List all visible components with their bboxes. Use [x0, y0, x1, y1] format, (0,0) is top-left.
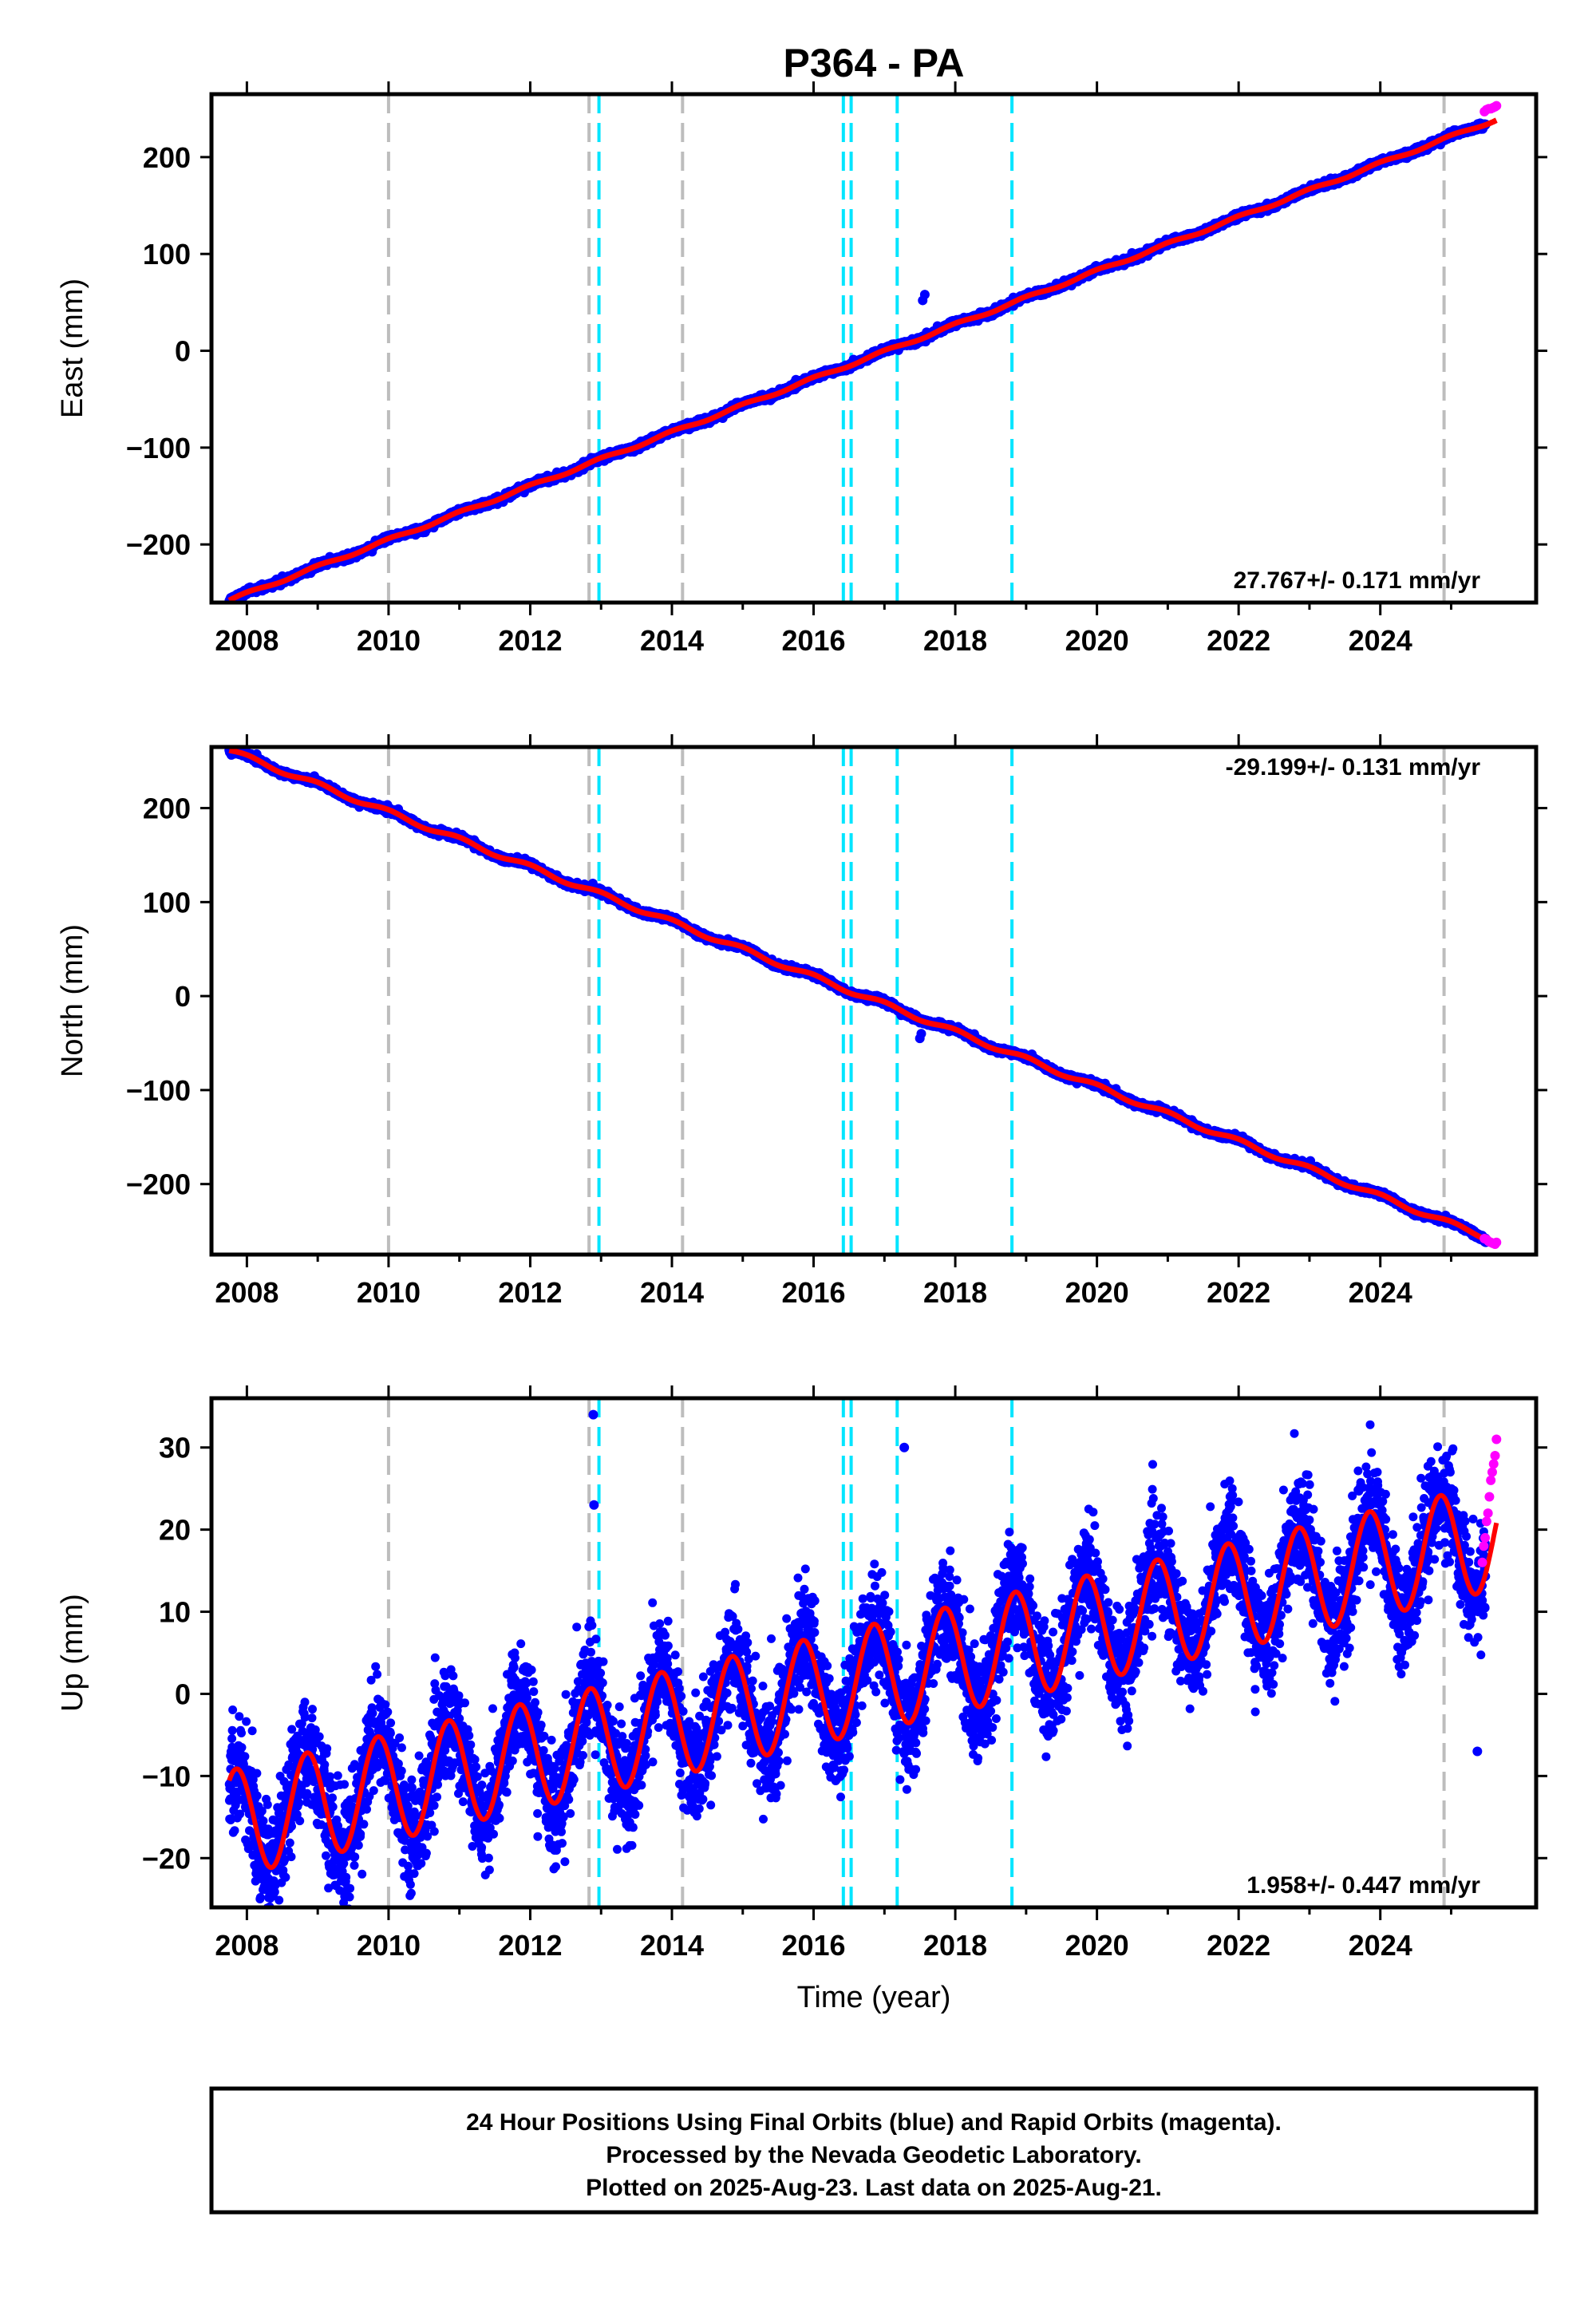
figure-title: P364 - PA: [784, 41, 965, 85]
